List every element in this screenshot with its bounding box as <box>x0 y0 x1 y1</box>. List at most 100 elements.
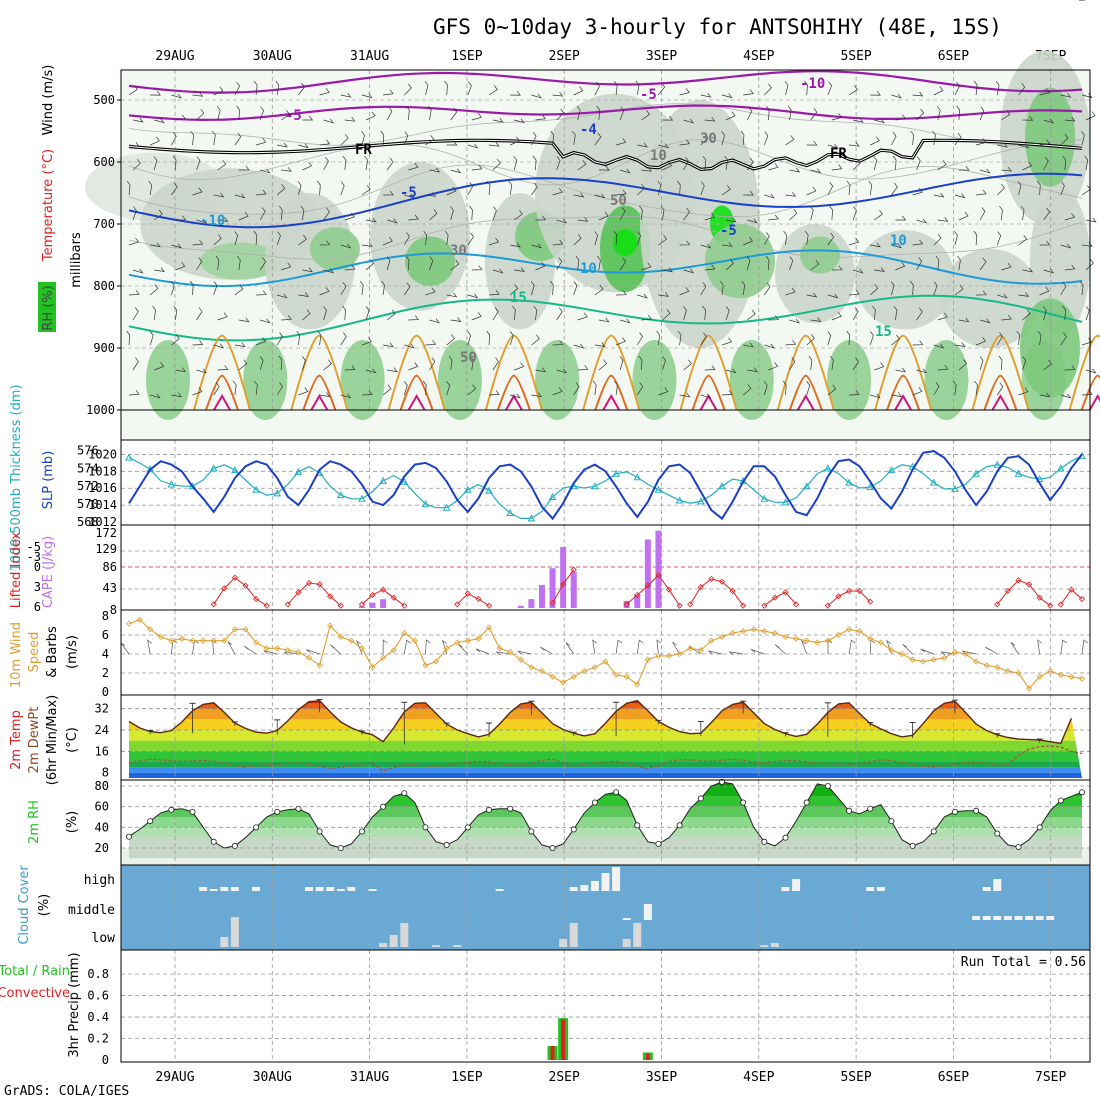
cape-bar <box>634 594 641 608</box>
wind-barb <box>725 111 736 121</box>
wind-barb <box>196 156 201 171</box>
wind-barb <box>386 157 394 171</box>
li-marker <box>369 591 376 599</box>
wind-barb <box>619 356 624 371</box>
precip-tick: 0.6 <box>87 989 109 1003</box>
contour-20-lobe <box>387 334 446 411</box>
thickness-marker <box>294 467 303 475</box>
wind-barb-10m <box>1081 639 1089 655</box>
wind-speed-marker <box>443 645 450 652</box>
wind-barb <box>535 367 547 373</box>
wind-barb-10m <box>985 646 998 655</box>
li-marker <box>1078 595 1086 603</box>
rh-shading <box>705 224 775 299</box>
wind-barb <box>492 158 501 171</box>
wind-barb <box>450 259 460 271</box>
li-line <box>1060 588 1083 605</box>
wind-barb <box>446 334 455 346</box>
rh-marker <box>824 783 831 790</box>
wind-barb <box>319 240 331 246</box>
wind-barb <box>1085 258 1094 271</box>
wind-speed-marker <box>898 650 906 658</box>
rh-marker <box>337 845 344 852</box>
wind-speed-marker <box>655 652 662 659</box>
wind-barb <box>764 83 772 96</box>
cloud-high-bar <box>866 887 875 891</box>
wind-barb <box>256 290 267 296</box>
wind-barb <box>471 164 483 171</box>
axis-label-dewpt: 2m DewPt <box>27 707 42 774</box>
wind-barb <box>916 156 921 171</box>
wind-barb <box>933 281 938 296</box>
wind-barb <box>1062 155 1067 171</box>
wind-barb <box>429 167 441 173</box>
contour-label: 10 <box>890 233 907 249</box>
rh-marker <box>655 840 662 847</box>
wind-speed-marker <box>983 662 990 669</box>
contour-25-lobe <box>691 374 726 411</box>
wind-barb <box>869 284 879 296</box>
wind-barb <box>721 185 731 196</box>
wind-barb <box>721 337 733 346</box>
li-marker <box>295 589 302 596</box>
axis-label-precip: 3hr Precip (mm) <box>67 952 82 1057</box>
wind-barb <box>175 215 187 221</box>
wind-speed-marker <box>1047 668 1054 675</box>
thickness-marker <box>464 485 472 493</box>
wind-barb <box>234 284 244 296</box>
wind-barb <box>492 117 504 123</box>
wind-barb <box>958 165 970 171</box>
axis-label-wind: Wind (m/s) <box>41 65 56 136</box>
wind-barb <box>1060 92 1072 98</box>
wind-barb <box>724 155 728 171</box>
wind-speed-marker <box>1004 668 1011 675</box>
wind-barb <box>1016 330 1021 346</box>
thickness-tick: 574 <box>77 461 99 475</box>
contour-25-lobe <box>886 374 921 411</box>
cape-tick: 172 <box>95 526 117 540</box>
wind-barb <box>852 268 864 274</box>
wind-speed-marker <box>305 654 313 661</box>
wind-speed-line <box>128 619 1083 690</box>
wind-barb <box>509 284 519 296</box>
wind-barb <box>789 256 794 271</box>
rh-legend-swatch <box>38 282 56 332</box>
wind-barb <box>386 106 393 121</box>
wind-barb <box>679 240 691 246</box>
cloud-high-bar <box>982 887 991 891</box>
wind-barb <box>637 183 646 196</box>
cape-bar <box>528 599 535 608</box>
rh-tick: 40 <box>95 820 109 834</box>
axis-label-wind-speed: Speed <box>27 632 42 673</box>
wind-speed-marker <box>433 658 440 665</box>
wind-barb <box>895 367 907 373</box>
li-marker <box>464 590 471 597</box>
wind-speed-marker <box>782 633 789 640</box>
pressure-tick: 700 <box>93 217 115 231</box>
date-label-bottom: 4SEP <box>743 1070 774 1085</box>
rh-marker <box>973 807 980 814</box>
wind-barb <box>175 114 186 121</box>
cape-tick: 8 <box>110 603 117 617</box>
wind-barb <box>763 232 770 246</box>
thickness-marker <box>612 469 620 477</box>
wind-barb-10m <box>869 639 876 655</box>
wind-speed-marker <box>771 630 778 637</box>
wind-tick: 4 <box>102 647 109 661</box>
wind-barb <box>573 281 578 296</box>
wind-barb <box>873 156 878 171</box>
wind-barb <box>260 318 271 324</box>
wind-barb-10m <box>729 651 744 656</box>
li-marker <box>740 602 747 609</box>
rh-marker <box>380 803 387 810</box>
wind-barb <box>404 83 412 96</box>
wind-barb <box>1022 161 1033 171</box>
wind-barb <box>594 81 600 96</box>
wind-barb <box>323 207 330 221</box>
axis-label-cloud: Cloud Cover <box>17 865 32 945</box>
cloud-low-bar <box>770 943 779 947</box>
wind-barb <box>976 290 987 296</box>
temp-tick: 32 <box>95 702 109 716</box>
cloud-low-bar <box>432 945 441 947</box>
